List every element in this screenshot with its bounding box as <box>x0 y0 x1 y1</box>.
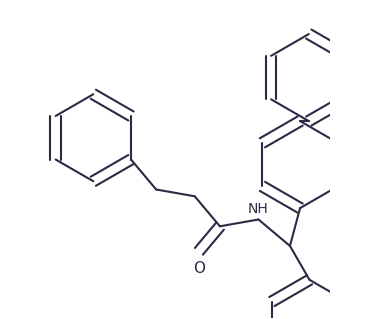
Text: NH: NH <box>248 203 269 217</box>
Text: O: O <box>193 261 205 276</box>
